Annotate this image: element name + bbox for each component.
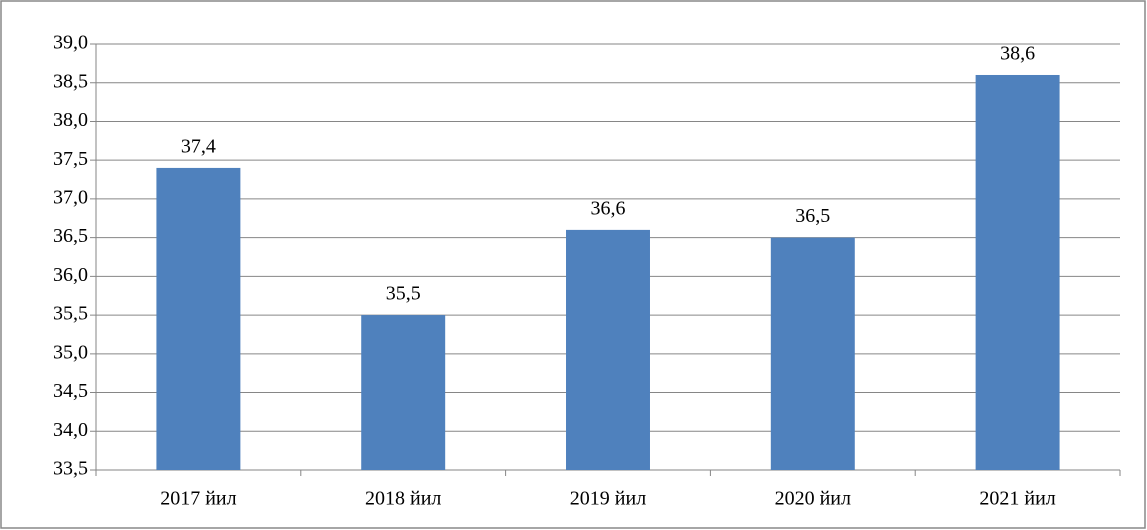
y-tick-label: 37,0 xyxy=(53,187,88,209)
bar xyxy=(770,237,855,470)
x-tick-label: 2017 йил xyxy=(160,488,236,510)
data-label: 38,6 xyxy=(1000,43,1035,65)
y-tick-label: 34,5 xyxy=(53,380,88,402)
data-label: 35,5 xyxy=(386,283,421,305)
bar xyxy=(975,74,1060,471)
y-tick-label: 38,0 xyxy=(53,109,88,131)
y-tick-label: 35,5 xyxy=(53,303,88,325)
data-label: 37,4 xyxy=(181,136,216,158)
y-tick-label: 33,5 xyxy=(53,458,88,480)
x-tick-label: 2018 йил xyxy=(365,488,441,510)
y-tick-label: 36,5 xyxy=(53,225,88,247)
y-tick-label: 38,5 xyxy=(53,70,88,92)
y-tick-label: 34,0 xyxy=(53,419,88,441)
y-tick-label: 37,5 xyxy=(53,148,88,170)
bar xyxy=(361,315,446,470)
bar xyxy=(156,167,241,470)
x-tick-label: 2021 йил xyxy=(979,488,1055,510)
y-tick-label: 36,0 xyxy=(53,264,88,286)
y-tick-label: 39,0 xyxy=(53,32,88,54)
data-label: 36,5 xyxy=(795,205,830,227)
y-tick-label: 35,0 xyxy=(53,341,88,363)
x-tick-label: 2020 йил xyxy=(775,488,851,510)
bar xyxy=(566,229,650,470)
x-tick-label: 2019 йил xyxy=(570,488,646,510)
data-label: 36,6 xyxy=(591,197,626,219)
